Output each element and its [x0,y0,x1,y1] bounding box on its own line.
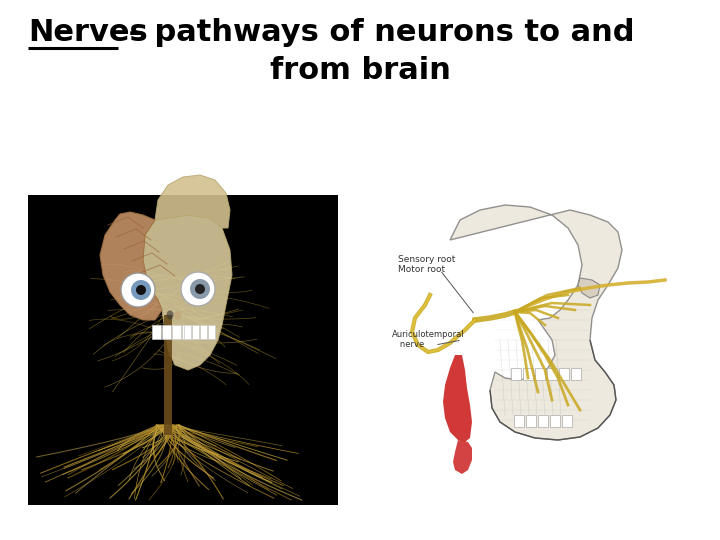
Bar [184,325,191,339]
Bar [28,195,338,505]
Text: Nerves: Nerves [28,18,148,47]
Polygon shape [453,440,472,474]
Text: from brain: from brain [269,56,451,85]
Circle shape [195,284,205,294]
Bar [538,415,548,427]
Ellipse shape [166,310,174,320]
Bar [571,368,581,380]
Polygon shape [143,215,232,370]
Bar [535,368,545,380]
Circle shape [190,279,210,299]
Bar [208,325,215,339]
Text: Auriculotemporal: Auriculotemporal [392,330,464,339]
Bar [182,325,191,339]
Bar [390,205,715,525]
Polygon shape [100,212,162,320]
Circle shape [121,273,155,307]
Bar [200,325,207,339]
Polygon shape [443,355,472,442]
Circle shape [181,272,215,306]
Polygon shape [155,175,230,228]
Bar [162,325,171,339]
Bar [523,368,533,380]
Bar [562,415,572,427]
Bar [152,325,161,339]
Bar [550,415,560,427]
Bar [547,368,557,380]
Circle shape [136,285,146,295]
Bar [511,368,521,380]
Text: nerve: nerve [392,340,424,349]
Bar [514,415,524,427]
Polygon shape [578,278,600,298]
Bar [192,325,199,339]
Ellipse shape [174,310,181,320]
Polygon shape [450,205,622,440]
Bar [559,368,569,380]
Text: Motor root: Motor root [398,265,445,274]
Bar [172,325,181,339]
Text: Sensory root: Sensory root [398,255,455,264]
Bar [164,315,172,435]
Circle shape [131,280,151,300]
Bar [526,415,536,427]
Text: – pathways of neurons to and: – pathways of neurons to and [118,18,634,47]
